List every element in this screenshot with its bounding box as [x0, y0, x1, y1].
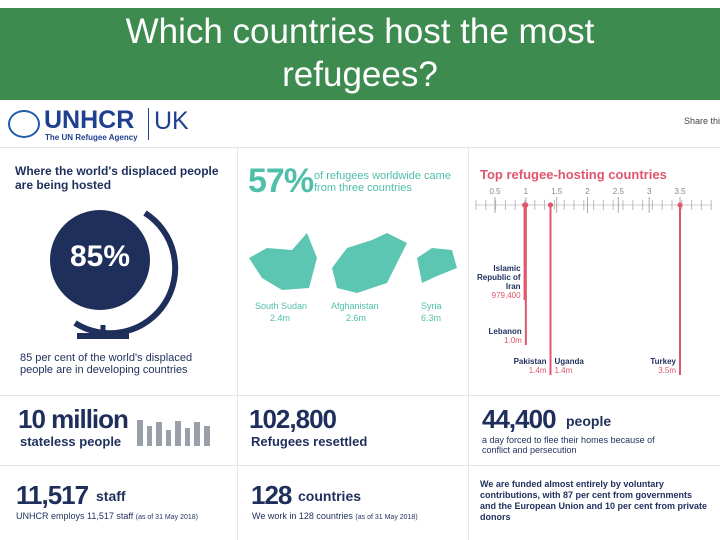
stat-unit: countries: [298, 488, 362, 504]
origin-name: Syria: [421, 301, 442, 311]
host-value: 1.4m: [554, 366, 573, 375]
host-name: Pakistan: [513, 357, 547, 366]
funding-caption: We are funded almost entirely by volunta…: [480, 479, 708, 522]
x-tick-label: 2: [585, 187, 590, 196]
stat-unit: staff: [96, 488, 126, 504]
origin-value: 2.4m: [270, 313, 291, 323]
host-label-box: Uganda 1.4m: [555, 353, 605, 375]
stat-caption: stateless people: [20, 434, 122, 449]
stat-number: 102,800: [249, 404, 337, 434]
logo-emblem: [8, 110, 40, 138]
origin-name: Afghanistan: [331, 301, 379, 311]
displaced-caption: 85 per cent of the world's displaced peo…: [20, 352, 193, 376]
host-value: 1.0m: [504, 336, 522, 345]
host-name: Islamic Republic of Iran: [477, 264, 521, 291]
stat-number: 44,400: [482, 404, 557, 434]
globe: [50, 210, 179, 339]
stat-caption: UNHCR employs 11,517 staff (as of 31 May…: [16, 511, 198, 521]
host-name: Lebanon: [488, 327, 522, 336]
origin-value: 2.6m: [346, 313, 367, 323]
logo-tagline: The UN Refugee Agency: [45, 133, 138, 142]
x-tick-label: 3.5: [674, 187, 686, 196]
host-label-box: Lebanon 1.0m: [472, 323, 522, 345]
people-icons: [137, 420, 210, 446]
share-link[interactable]: Share thi: [684, 116, 720, 126]
map-south-sudan: [249, 233, 317, 290]
caption-text: UNHCR employs 11,517 staff: [16, 511, 134, 521]
host-dot: [548, 202, 553, 208]
x-tick-label: 0.5: [489, 187, 501, 196]
divider: [237, 147, 238, 540]
origin-value: 6.3m: [421, 313, 442, 323]
stat-caption: a day forced to flee their homes because…: [482, 435, 655, 455]
logo-name: UNHCR: [44, 106, 135, 134]
host-label-box: Turkey 3.5m: [626, 353, 676, 375]
displaced-heading: Where the world's displaced people are b…: [15, 164, 219, 192]
host-name: Turkey: [650, 357, 676, 366]
host-dot: [677, 202, 683, 208]
stat-caption: Refugees resettled: [251, 434, 368, 449]
stat-number: 128: [251, 480, 292, 510]
x-tick-label: 3: [647, 187, 652, 196]
displaced-stat: 85%: [69, 240, 131, 273]
stat-caption: We work in 128 countries (as of 31 May 2…: [252, 511, 418, 521]
divider: [468, 147, 469, 540]
host-name: Uganda: [554, 357, 584, 366]
origin-name: South Sudan: [255, 301, 308, 311]
chart-title: Top refugee-hosting countries: [480, 167, 667, 182]
caption-note: (as of 31 May 2018): [135, 514, 198, 521]
logo-country: UK: [154, 107, 189, 135]
host-label-box: Pakistan 1.4m: [497, 353, 547, 375]
host-value: 3.5m: [658, 366, 676, 375]
stat-number: 11,517: [16, 480, 89, 510]
host-value: 979,400: [491, 291, 521, 300]
divider: [0, 395, 720, 396]
x-tick-label: 1: [524, 187, 529, 196]
host-label-box: Islamic Republic of Iran 979,400: [471, 240, 521, 300]
logo-divider: [148, 108, 149, 140]
host-dot: [523, 202, 529, 208]
divider: [0, 147, 720, 148]
origins-stat: 57%: [248, 162, 314, 200]
divider: [0, 465, 720, 466]
x-tick-label: 2.5: [613, 187, 625, 196]
x-tick-label: 1.5: [551, 187, 563, 196]
origins-caption: of refugees worldwide came from three co…: [314, 170, 451, 194]
stat-number: 10 million: [18, 404, 129, 434]
caption-note: (as of 31 May 2018): [355, 514, 418, 521]
caption-text: We work in 128 countries: [252, 511, 353, 521]
title-banner: [0, 8, 720, 100]
map-syria: [417, 248, 457, 283]
hosting-chart: 0.5 1 1.5 2 2.5 3 3.5 Islamic Republic of Iran9…: [471, 187, 712, 375]
map-afghanistan: [332, 233, 407, 293]
stat-unit: people: [566, 413, 612, 429]
country-maps: [249, 233, 457, 293]
title: Which countries host the most refugees?: [125, 12, 595, 94]
host-value: 1.4m: [528, 366, 547, 375]
